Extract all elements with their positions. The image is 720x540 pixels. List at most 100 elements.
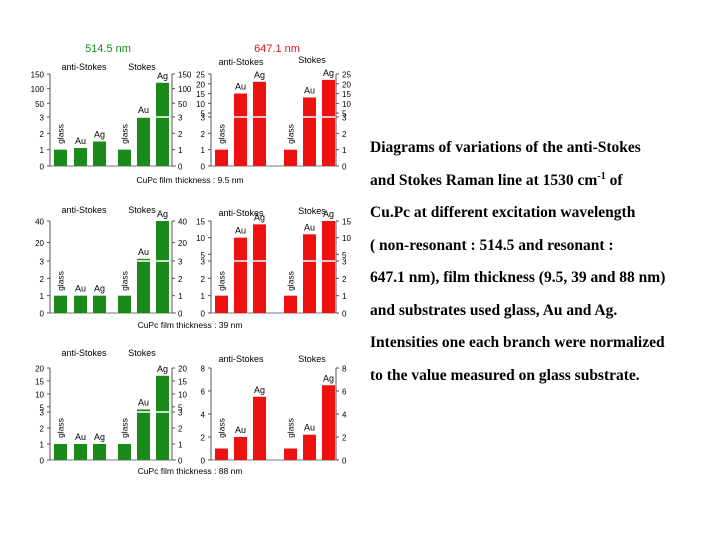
axis-tick-label: 6 [342, 388, 347, 397]
bar-glass [284, 149, 297, 166]
branch-label: anti-Stokes [61, 62, 107, 72]
axis-tick-label: 1 [40, 441, 45, 450]
bar-label-ag: Ag [254, 212, 265, 222]
axis-tick-label: 1 [40, 146, 45, 155]
bar-label-au: Au [138, 247, 149, 257]
axis-tick-label: 1 [178, 292, 183, 301]
bar-label-au: Au [75, 432, 86, 442]
row-title: CuPc film thickness : 88 nm [138, 466, 243, 476]
axis-tick-label: 25 [342, 71, 351, 80]
caption-line-3: Cu.Pc at different excitation wavelength [370, 204, 636, 221]
bar-label-glass: glass [56, 418, 66, 438]
bar-au [303, 97, 316, 166]
bar-ag [93, 295, 106, 313]
axis-tick-label: 15 [196, 90, 205, 99]
axis-tick-label: 1 [178, 441, 183, 450]
axis-tick-label: 0 [201, 457, 206, 466]
bar-label-glass: glass [217, 418, 227, 438]
bar-label-glass: glass [120, 271, 130, 291]
branch-label: anti-Stokes [218, 57, 264, 67]
axis-tick-label: 8 [342, 365, 347, 374]
bar-label-ag: Ag [323, 373, 334, 383]
axis-tick-label: 15 [196, 218, 205, 227]
axis-tick-label: 5 [201, 251, 206, 260]
bar-ag [156, 221, 169, 313]
bar-label-au: Au [235, 425, 246, 435]
axis-tick-label: 0 [201, 163, 206, 172]
axis-tick-label: 1 [178, 146, 183, 155]
bar-au [234, 93, 247, 166]
bar-label-glass: glass [286, 271, 296, 291]
axis-tick-label: 4 [201, 411, 206, 420]
caption-line-4: ( non-resonant : 514.5 and resonant : [370, 236, 614, 254]
axis-tick-label: 1 [201, 146, 206, 155]
bar-ag [253, 81, 266, 166]
axis-tick-label: 0 [178, 457, 183, 466]
bar-ag [322, 385, 335, 460]
axis-tick-label: 20 [196, 80, 205, 89]
axis-tick-label: 2 [201, 130, 206, 139]
bar-glass [54, 295, 67, 313]
axis-tick-label: 3 [40, 409, 45, 418]
axis-tick-label: 20 [342, 80, 351, 89]
bar-label-glass: glass [217, 124, 227, 144]
bar-label-au: Au [75, 284, 86, 294]
bar-glass [54, 444, 67, 460]
axis-tick-label: 5 [178, 403, 183, 412]
bar-ag [156, 375, 169, 460]
axis-tick-label: 100 [178, 85, 192, 94]
bar-au [234, 237, 247, 313]
branch-label: anti-Stokes [218, 354, 264, 364]
bar-ag [253, 224, 266, 313]
branch-label: anti-Stokes [218, 208, 264, 218]
axis-tick-label: 2 [178, 425, 183, 434]
axis-tick-label: 3 [342, 258, 347, 267]
bar-au [303, 234, 316, 313]
raman-figure: 514.5 nm 647.1 nm 0123501001500123501001… [31, 43, 352, 476]
axis-tick-label: 40 [178, 218, 187, 227]
axis-tick-label: 50 [178, 100, 187, 109]
bar-label-glass: glass [56, 124, 66, 144]
axis-tick-label: 2 [178, 130, 183, 139]
axis-tick-label: 0 [40, 457, 45, 466]
axis-tick-label: 15 [342, 90, 351, 99]
branch-label: Stokes [128, 348, 156, 358]
axis-tick-label: 1 [342, 146, 347, 155]
axis-tick-label: 1 [342, 292, 347, 301]
wavelength-label-red: 647.1 nm [254, 43, 300, 55]
axis-tick-label: 3 [178, 409, 183, 418]
caption-line-2: and Stokes Raman line at 1530 cm-1 of [370, 165, 715, 198]
axis-tick-label: 1 [201, 292, 206, 301]
axis-tick-label: 0 [40, 163, 45, 172]
axis-tick-label: 0 [342, 310, 347, 319]
axis-tick-label: 0 [342, 163, 347, 172]
bar-au [74, 148, 87, 166]
axis-tick-label: 40 [35, 218, 44, 227]
branch-label: Stokes [298, 354, 326, 364]
axis-tick-label: 2 [342, 130, 347, 139]
bar-label-ag: Ag [323, 68, 334, 78]
axis-tick-label: 2 [342, 434, 347, 443]
bar-ag [93, 444, 106, 460]
axis-tick-label: 0 [342, 457, 347, 466]
bar-label-glass: glass [120, 124, 130, 144]
axis-tick-label: 3 [178, 114, 183, 123]
caption-superscript: -1 [597, 170, 606, 182]
caption-line-6: and substrates used glass, Au and Ag. [370, 301, 618, 319]
axis-tick-label: 0 [201, 310, 206, 319]
axis-tick-label: 3 [178, 258, 183, 267]
axis-tick-label: 100 [31, 85, 45, 94]
bar-glass [54, 149, 67, 166]
caption-line-2-text: and Stokes Raman line at 1530 cm [370, 171, 598, 189]
axis-tick-label: 2 [201, 434, 206, 443]
axis-tick-label: 2 [201, 275, 206, 284]
branch-label: anti-Stokes [61, 348, 107, 358]
bar-au [74, 295, 87, 313]
bar-label-au: Au [138, 105, 149, 115]
bar-au [137, 409, 150, 460]
bar-ag [253, 396, 266, 460]
bar-glass [118, 444, 131, 460]
axis-tick-label: 0 [40, 310, 45, 319]
caption-line-1: Diagrams of variations of the anti-Stoke… [370, 139, 641, 156]
bar-label-glass: glass [217, 271, 227, 291]
